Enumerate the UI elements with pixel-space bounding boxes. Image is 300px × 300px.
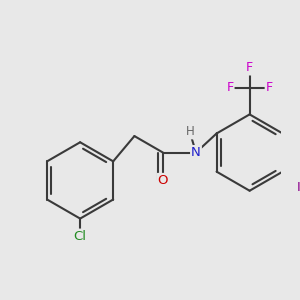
Text: F: F — [226, 81, 234, 94]
Text: F: F — [266, 81, 273, 94]
Text: F: F — [246, 61, 253, 74]
Text: N: N — [191, 146, 201, 159]
Text: O: O — [158, 174, 168, 187]
Text: I: I — [296, 181, 300, 194]
Text: H: H — [185, 125, 194, 138]
Text: Cl: Cl — [74, 230, 87, 243]
